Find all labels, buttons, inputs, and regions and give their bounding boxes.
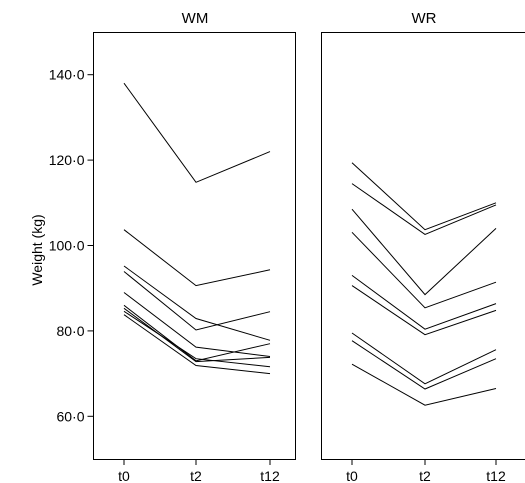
series-line [123, 307, 271, 363]
series-line [123, 82, 271, 183]
y-tick-label: 80·0 [56, 323, 84, 339]
x-axis-wr: t0 t2 t12 [346, 459, 506, 483]
series-line [351, 162, 497, 231]
plot-frame-wm [93, 32, 296, 460]
series-line [123, 314, 271, 375]
series-line [351, 340, 497, 390]
y-axis: 60·0 80·0 100·0 120·0 140·0 [49, 67, 94, 424]
panel-title-wr: WR [412, 10, 437, 27]
y-tick-label: 140·0 [49, 67, 85, 83]
x-tick-label: t2 [190, 468, 202, 483]
y-tick-label: 60·0 [56, 408, 84, 424]
y-tick-label: 120·0 [49, 152, 85, 168]
x-tick-label: t12 [260, 468, 280, 483]
y-axis-title: Weight (kg) [29, 214, 45, 285]
series-line [351, 231, 497, 309]
series-line [123, 271, 271, 331]
x-tick-label: t2 [419, 468, 431, 483]
panel-title-wm: WM [182, 10, 209, 27]
plot-frame-wr [321, 32, 525, 460]
series-line [351, 208, 497, 296]
series-group-wm [123, 82, 271, 375]
series-line [351, 183, 497, 235]
series-line [351, 363, 497, 406]
series-line [123, 265, 271, 341]
series-line [123, 304, 271, 362]
panel-wr: WR [321, 10, 525, 460]
series-line [123, 292, 271, 357]
series-line [123, 310, 271, 368]
x-tick-label: t0 [118, 468, 130, 483]
series-group-wr [351, 162, 497, 406]
series-line [123, 229, 271, 287]
x-axis-wm: t0 t2 t12 [118, 459, 280, 483]
y-tick-label: 100·0 [49, 238, 85, 254]
series-line [351, 274, 497, 330]
panel-wm: WM [93, 10, 296, 460]
series-line [351, 285, 497, 336]
series-line [351, 332, 497, 385]
x-tick-label: t0 [346, 468, 358, 483]
x-tick-label: t12 [486, 468, 506, 483]
